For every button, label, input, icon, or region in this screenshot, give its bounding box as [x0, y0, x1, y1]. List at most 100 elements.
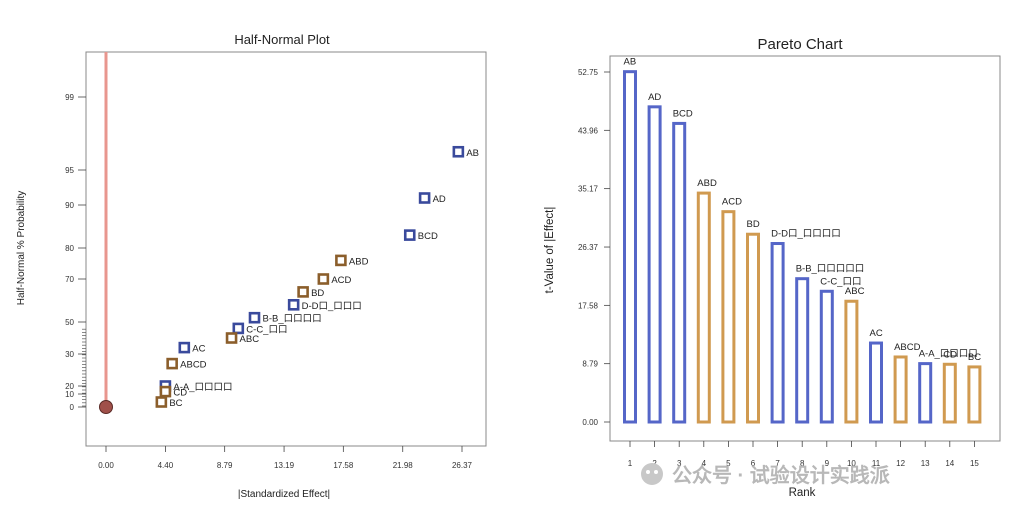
pareto-xtick-label: 1 — [628, 459, 633, 468]
pareto-bar — [746, 232, 760, 424]
half-normal-point-label: ACD — [331, 275, 351, 286]
pareto-xtick-label: 14 — [945, 459, 954, 468]
half-normal-origin-marker — [99, 400, 113, 414]
pareto-xtick-label: 10 — [847, 459, 856, 468]
pareto-xtick-label: 4 — [702, 459, 707, 468]
half-normal-ytick-label: 50 — [65, 318, 74, 327]
pareto-xtick-label: 5 — [726, 459, 731, 468]
half-normal-ytick-label: 20 — [65, 382, 74, 391]
half-normal-point — [418, 192, 431, 204]
pareto-ytick-label: 35.17 — [578, 185, 599, 194]
pareto-xtick-label: 3 — [677, 459, 682, 468]
half-normal-point-label: ABC — [240, 334, 260, 345]
half-normal-point-label: CD — [173, 388, 187, 399]
half-normal-title: Half-Normal Plot — [234, 32, 330, 47]
half-normal-point — [317, 273, 330, 285]
half-normal-point-label: C-C_口口 — [246, 324, 287, 335]
half-normal-xtick-label: 26.37 — [452, 461, 473, 470]
half-normal-point-label: ABCD — [180, 360, 207, 371]
half-normal-point — [335, 254, 347, 267]
half-normal-point — [452, 145, 465, 158]
pareto-ytick-label: 43.96 — [578, 126, 599, 135]
half-normal-point — [248, 311, 261, 324]
pareto-xtick-label: 7 — [775, 459, 780, 468]
half-normal-ytick-label: 70 — [65, 275, 74, 284]
pareto-ytick-label: 8.79 — [582, 360, 598, 369]
half-normal-point-label: D-D口_口口口 — [302, 301, 362, 312]
half-normal-point-label: BC — [169, 398, 182, 409]
pareto-ytick-label: 52.75 — [578, 68, 599, 77]
watermark: 公众号 · 试验设计实践派 — [641, 463, 891, 487]
pareto-xlabel: Rank — [789, 487, 816, 499]
watermark-text: 公众号 · 试验设计实践派 — [672, 463, 891, 487]
half-normal-point-label: B-B_口口口口 — [263, 314, 322, 325]
pareto-xtick-label: 9 — [825, 459, 830, 468]
pareto-chart: Pareto Chart 0.00 8.79 17.58 26.37 35.17 43.9… — [544, 36, 1001, 499]
pareto-ylabel: t-Value of |Effect| — [544, 207, 556, 294]
pareto-xtick-label: 8 — [800, 459, 805, 468]
pareto-bar — [942, 362, 957, 424]
pareto-bar — [844, 299, 859, 424]
pareto-bar-label: B-B_口口口口口 — [796, 264, 865, 275]
half-normal-xtick-label: 21.98 — [393, 461, 414, 470]
half-normal-point-label: A-A_口口口口 — [173, 382, 232, 393]
pareto-bar-label: BC — [968, 352, 981, 363]
pareto-bar-label: BD — [747, 219, 760, 230]
half-normal-ytick-label: 95 — [65, 166, 74, 175]
half-normal-xtick-label: 13.19 — [274, 461, 295, 470]
pareto-bar — [770, 242, 785, 424]
half-normal-ytick-label: 80 — [65, 244, 74, 253]
half-normal-ytick-label: 90 — [65, 201, 74, 210]
pareto-bar-label: A-A_口口口口 — [919, 349, 978, 360]
half-normal-point-label: BD — [311, 288, 324, 299]
pareto-bar — [647, 105, 662, 424]
pareto-bar-label: D-D口_口口口口 — [771, 229, 841, 240]
pareto-bar-label: ACD — [722, 197, 742, 208]
half-normal-point — [166, 357, 178, 370]
half-normal-point — [287, 298, 300, 311]
pareto-bar-label: ABC — [845, 286, 865, 297]
half-normal-ytick-label: 30 — [65, 350, 74, 359]
wechat-icon-eye-left — [646, 470, 650, 474]
half-normal-point — [403, 229, 416, 241]
pareto-xtick-label: 15 — [970, 459, 979, 468]
pareto-title: Pareto Chart — [757, 36, 843, 53]
pareto-xtick-label: 12 — [896, 459, 905, 468]
pareto-ytick-label: 17.58 — [578, 301, 599, 310]
pareto-xtick-label: 6 — [751, 459, 756, 468]
half-normal-ylabel: Half-Normal % Probability — [16, 191, 27, 305]
half-normal-point — [178, 341, 191, 354]
half-normal-xtick-label: 17.58 — [333, 461, 354, 470]
half-normal-point — [225, 332, 238, 344]
pareto-bar — [819, 289, 834, 424]
pareto-bar-label: AC — [870, 328, 883, 339]
pareto-bar-label: ABCD — [894, 342, 921, 353]
pareto-xtick-label: 13 — [921, 459, 930, 468]
wechat-icon-eye-right — [654, 470, 658, 474]
pareto-bar — [893, 355, 908, 424]
pareto-bar-label: BCD — [673, 108, 693, 119]
pareto-bar-label: AB — [624, 57, 637, 68]
half-normal-point — [155, 396, 168, 408]
half-normal-point-label: AB — [466, 148, 479, 159]
half-normal-point-label: BCD — [418, 231, 438, 242]
half-normal-ytick-label: 10 — [65, 390, 74, 399]
half-normal-xtick-label: 8.79 — [217, 461, 233, 470]
pareto-bar-label: ABD — [697, 178, 717, 189]
half-normal-ytick-label: 99 — [65, 93, 74, 102]
pareto-bar — [672, 121, 687, 424]
wechat-icon — [641, 463, 663, 485]
pareto-bar-label: CD — [943, 349, 957, 360]
pareto-bar-label: AD — [648, 92, 661, 103]
pareto-bar — [696, 191, 711, 424]
pareto-ytick-label: 0.00 — [582, 418, 598, 427]
pareto-bar — [918, 362, 933, 424]
half-normal-point — [297, 286, 309, 298]
half-normal-point — [159, 385, 172, 398]
half-normal-xtick-label: 0.00 — [98, 461, 114, 470]
pareto-bar — [721, 210, 736, 424]
pareto-bar — [967, 365, 982, 424]
pareto-xtick-label: 11 — [872, 459, 881, 468]
